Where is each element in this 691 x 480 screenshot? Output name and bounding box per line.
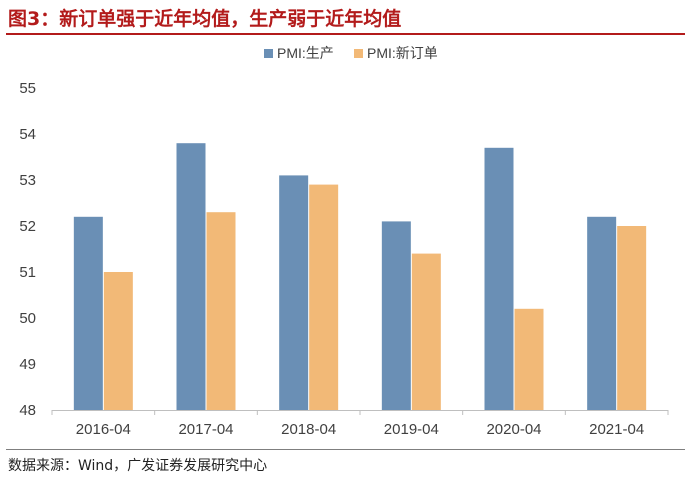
y-tick-label: 49 <box>19 356 36 373</box>
legend-label-new-orders: PMI:新订单 <box>367 45 438 61</box>
bar-new-orders <box>103 272 133 410</box>
chart-title: 图3：新订单强于近年均值，生产弱于近年均值 <box>8 8 402 30</box>
x-tick-label: 2016-04 <box>76 421 131 438</box>
bar-new-orders <box>514 308 544 410</box>
bar-production <box>587 216 617 410</box>
y-tick-label: 51 <box>19 264 36 281</box>
source-rule <box>6 449 685 450</box>
x-tick-label: 2018-04 <box>281 421 336 438</box>
bar-production <box>176 143 206 410</box>
bar-production <box>279 175 309 410</box>
x-tick-label: 2021-04 <box>589 421 644 438</box>
legend-swatch-new-orders <box>354 49 363 58</box>
y-tick-label: 55 <box>19 80 36 97</box>
x-tick-label: 2019-04 <box>384 421 439 438</box>
bar-new-orders <box>206 212 236 410</box>
y-tick-label: 53 <box>19 172 36 189</box>
bar-production <box>484 147 514 411</box>
x-tick-label: 2017-04 <box>178 421 233 438</box>
legend-label-production: PMI:生产 <box>277 45 334 61</box>
bar-new-orders <box>309 184 339 410</box>
y-tick-label: 54 <box>19 126 36 143</box>
title-rule <box>6 33 685 35</box>
x-tick-label: 2020-04 <box>486 421 541 438</box>
bar-production <box>381 221 411 410</box>
y-tick-label: 52 <box>19 218 36 235</box>
bar-new-orders <box>617 226 647 410</box>
legend-swatch-production <box>264 49 273 58</box>
y-tick-label: 48 <box>19 402 36 419</box>
bar-new-orders <box>411 253 441 410</box>
bar-production <box>73 216 103 410</box>
y-tick-label: 50 <box>19 310 36 327</box>
source-note: 数据来源：Wind，广发证券发展研究中心 <box>8 458 268 474</box>
